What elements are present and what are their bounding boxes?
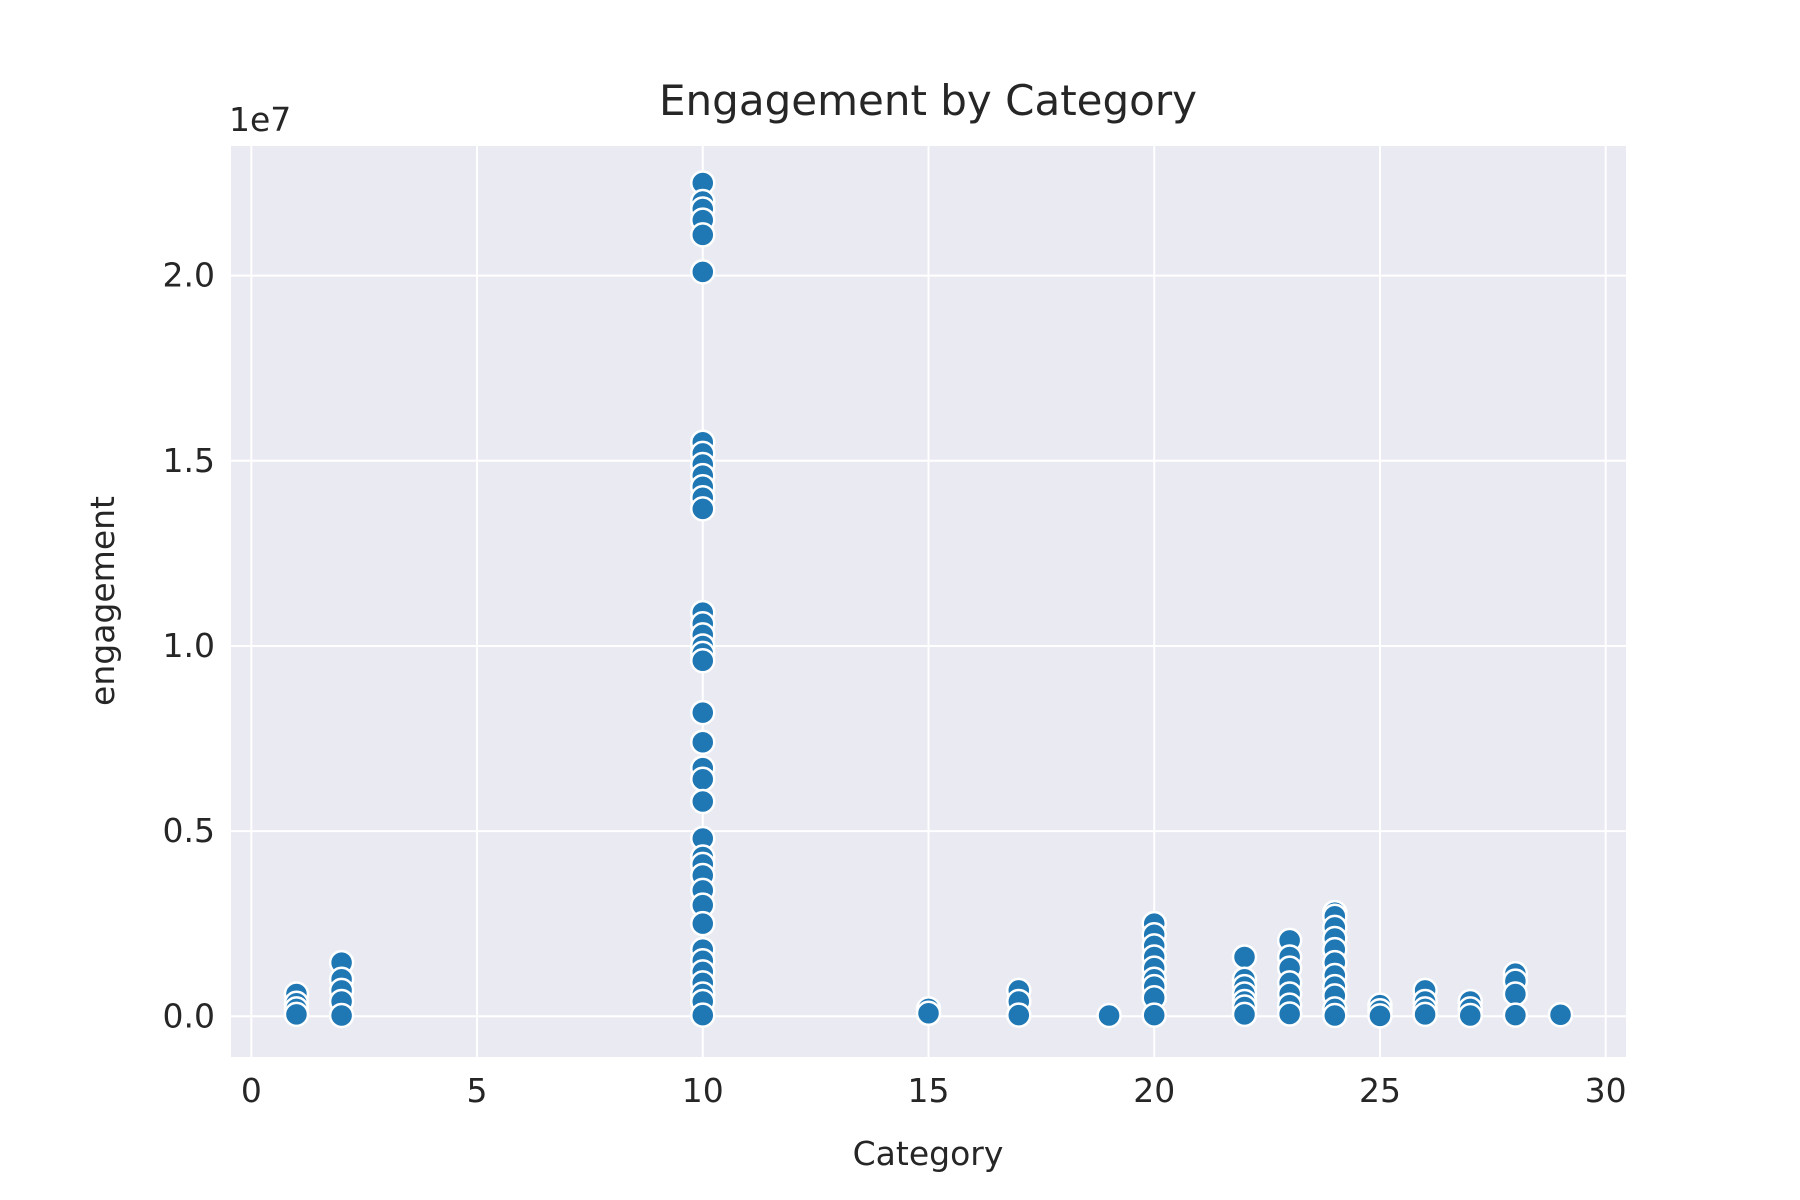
data-point: [1547, 1002, 1574, 1028]
data-point: [1231, 944, 1258, 970]
data-point: [1412, 1001, 1438, 1028]
data-point: [690, 496, 716, 522]
data-point: [1502, 1002, 1529, 1028]
data-point: [690, 910, 716, 937]
data-point: [1096, 1002, 1122, 1029]
data-point: [1006, 1002, 1032, 1028]
data-point: [690, 222, 716, 248]
x-tick-label: 5: [467, 1071, 488, 1110]
x-axis-label: Category: [853, 1134, 1004, 1173]
data-point: [1502, 981, 1529, 1007]
data-point: [915, 1000, 942, 1027]
y-tick-label: 0.5: [163, 811, 215, 850]
data-point: [283, 1001, 310, 1028]
y-tick-label: 1.5: [163, 441, 215, 480]
x-tick-label: 0: [241, 1071, 262, 1110]
y-offset-label: 1e7: [229, 100, 291, 139]
data-point: [1322, 1002, 1348, 1029]
data-point: [690, 1002, 716, 1028]
y-tick-label: 2.0: [163, 256, 215, 295]
y-tick-labels: 0.0 0.5 1.0 1.5 2.0: [163, 256, 215, 1036]
data-point: [1276, 1001, 1303, 1027]
data-point: [690, 259, 716, 285]
x-tick-label: 15: [908, 1071, 950, 1110]
chart-title: Engagement by Category: [659, 76, 1197, 125]
data-point: [690, 729, 716, 755]
y-tick-label: 0.0: [163, 996, 215, 1035]
y-tick-label: 1.0: [163, 626, 215, 665]
y-axis-label: engagement: [83, 496, 122, 706]
data-point: [1231, 1001, 1258, 1028]
data-point: [1141, 1002, 1167, 1028]
data-point: [1457, 1002, 1483, 1029]
data-point: [690, 699, 716, 726]
data-point: [690, 788, 716, 815]
data-point: [690, 766, 716, 793]
data-point: [328, 1002, 355, 1029]
x-tick-label: 30: [1585, 1071, 1627, 1110]
x-tick-label: 10: [682, 1071, 724, 1110]
x-tick-label: 25: [1359, 1071, 1401, 1110]
data-point: [690, 648, 716, 674]
x-tick-label: 20: [1133, 1071, 1175, 1110]
data-point: [1367, 1003, 1393, 1029]
data-points: [283, 170, 1574, 1029]
x-tick-labels: 0 5 10 15 20 25 30: [241, 1071, 1627, 1110]
